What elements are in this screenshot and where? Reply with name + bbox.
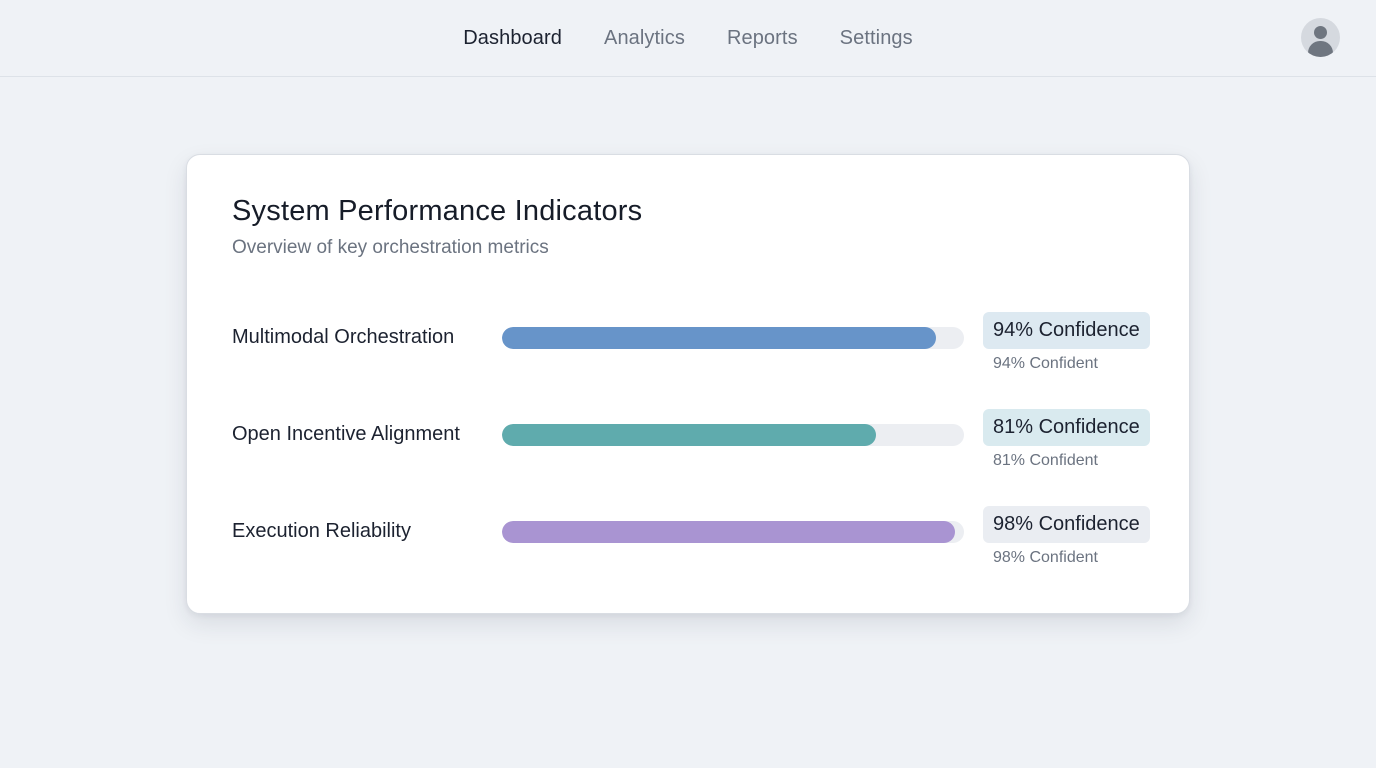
metric-label: Multimodal Orchestration [232, 326, 455, 348]
card-title: System Performance Indicators [232, 195, 643, 227]
nav-analytics[interactable]: Analytics [604, 26, 685, 49]
card-subtitle: Overview of key orchestration metrics [232, 237, 549, 258]
confidence-badge: 94% Confidence [983, 312, 1150, 349]
main-nav: Dashboard Analytics Reports Settings [0, 0, 1376, 76]
nav-settings[interactable]: Settings [839, 26, 913, 49]
user-avatar-icon[interactable] [1301, 18, 1340, 57]
metric-row-open-incentive-alignment: Open Incentive Alignment 81% Confidence … [187, 409, 1191, 479]
confidence-badge: 81% Confidence [983, 409, 1150, 446]
top-navigation-bar: Dashboard Analytics Reports Settings [0, 0, 1376, 77]
progress-track [502, 521, 964, 543]
metric-row-execution-reliability: Execution Reliability 98% Confidence 98%… [187, 506, 1191, 576]
metric-label: Execution Reliability [232, 520, 411, 542]
progress-fill [502, 424, 877, 446]
progress-track [502, 327, 964, 349]
metric-label: Open Incentive Alignment [232, 423, 460, 445]
confidence-caption: 94% Confident [993, 355, 1098, 372]
avatar-body-shape [1308, 41, 1333, 57]
confidence-caption: 98% Confident [993, 549, 1098, 566]
nav-reports[interactable]: Reports [726, 26, 798, 49]
progress-fill [502, 521, 955, 543]
confidence-badge: 98% Confidence [983, 506, 1150, 543]
confidence-caption: 81% Confident [993, 452, 1098, 469]
nav-dashboard[interactable]: Dashboard [463, 26, 562, 49]
progress-fill [502, 327, 937, 349]
progress-track [502, 424, 964, 446]
avatar-head-shape [1314, 26, 1327, 39]
performance-card: System Performance Indicators Overview o… [186, 154, 1190, 614]
metric-row-multimodal-orchestration: Multimodal Orchestration 94% Confidence … [187, 312, 1191, 382]
